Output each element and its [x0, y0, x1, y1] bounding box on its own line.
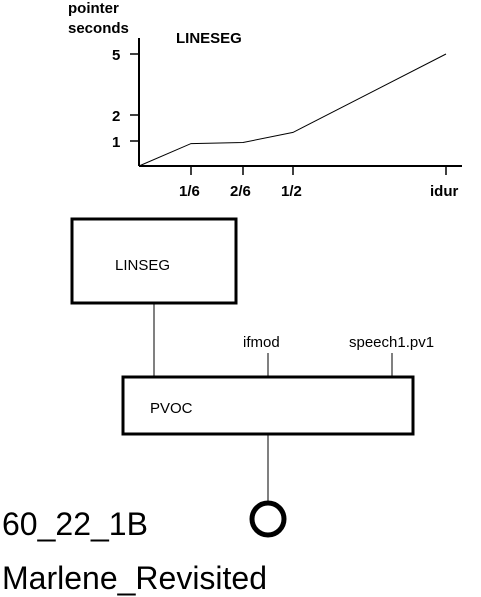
y-tick-group: 5 2 1 — [112, 47, 139, 151]
file-input-label: speech1.pv1 — [349, 334, 434, 351]
linseg-block-label: LINSEG — [115, 257, 170, 274]
ifmod-label: ifmod — [243, 334, 280, 351]
graph-ylabel-seconds: seconds — [68, 20, 129, 37]
footer-code: 60_22_1B — [2, 506, 148, 542]
x-tick-label-idur: idur — [430, 183, 458, 200]
audio-output-circle — [249, 500, 287, 538]
y-tick-label-5: 5 — [112, 47, 120, 64]
linseg-block — [70, 217, 238, 305]
pvoc-block — [121, 375, 415, 436]
pvoc-block-label: PVOC — [150, 400, 193, 417]
lineseg-series-line — [138, 53, 447, 167]
x-tick-group: 1/6 2/6 1/2 idur — [179, 166, 458, 200]
graph-ylabel-pointer: pointer — [68, 0, 119, 17]
x-tick-label-1-6: 1/6 — [179, 183, 200, 200]
x-tick-label-1-2: 1/2 — [281, 183, 302, 200]
y-tick-label-1: 1 — [112, 134, 120, 151]
graph-title: LINESEG — [176, 30, 242, 47]
x-tick-label-2-6: 2/6 — [230, 183, 251, 200]
footer-title: Marlene_Revisited — [2, 560, 267, 596]
y-tick-label-2: 2 — [112, 108, 120, 125]
